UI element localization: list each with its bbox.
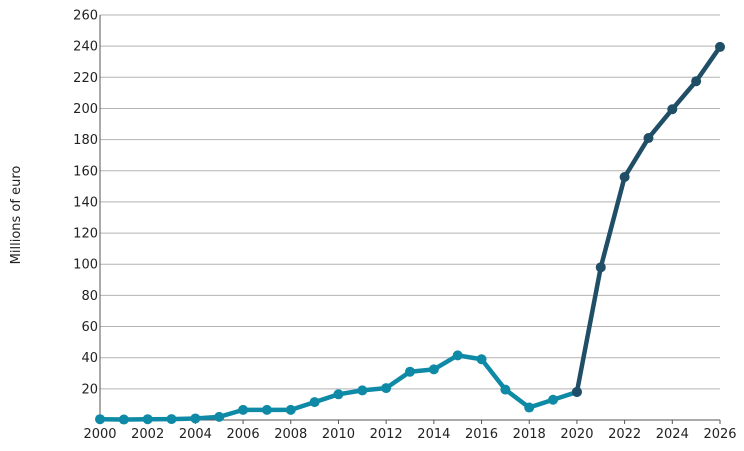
y-tick-label-260: 260 bbox=[73, 9, 98, 24]
data-point-actual-2001 bbox=[118, 414, 129, 425]
y-tick-label-180: 180 bbox=[73, 133, 98, 148]
data-point-forecast-2023 bbox=[643, 133, 654, 144]
data-point-actual-2014 bbox=[428, 364, 439, 375]
x-tick-label-2010: 2010 bbox=[322, 427, 355, 442]
y-tick-label-80: 80 bbox=[81, 289, 98, 304]
data-point-actual-2009 bbox=[309, 397, 320, 408]
axes bbox=[99, 15, 721, 424]
x-tick-label-2008: 2008 bbox=[274, 427, 307, 442]
x-tick-label-2006: 2006 bbox=[227, 427, 260, 442]
data-point-forecast-2021 bbox=[595, 262, 606, 273]
x-tick-label-2014: 2014 bbox=[417, 427, 450, 442]
data-point-actual-2012 bbox=[381, 383, 392, 394]
data-point-actual-2016 bbox=[476, 354, 487, 365]
y-tick-label-20: 20 bbox=[81, 382, 98, 397]
y-axis-title: Millions of euro bbox=[9, 166, 24, 265]
data-point-actual-2019 bbox=[548, 394, 559, 405]
data-point-actual-2006 bbox=[238, 404, 249, 415]
data-point-actual-2000 bbox=[95, 414, 105, 425]
data-point-actual-2002 bbox=[142, 414, 153, 425]
x-tick-label-2018: 2018 bbox=[513, 427, 546, 442]
y-tick-label-200: 200 bbox=[73, 102, 98, 117]
data-point-actual-2018 bbox=[524, 402, 535, 413]
data-points bbox=[95, 41, 725, 425]
data-point-actual-2004 bbox=[190, 413, 201, 424]
data-point-forecast-2022 bbox=[619, 172, 630, 182]
x-tick-label-2012: 2012 bbox=[370, 427, 403, 442]
gridlines bbox=[100, 14, 720, 390]
data-point-forecast-2026 bbox=[715, 41, 725, 52]
data-point-actual-2017 bbox=[500, 384, 511, 395]
x-tick-label-2020: 2020 bbox=[560, 427, 593, 442]
y-tick-label-100: 100 bbox=[73, 258, 98, 273]
series-line-forecast bbox=[574, 44, 723, 395]
data-point-forecast-2024 bbox=[667, 104, 678, 115]
data-point-actual-2015 bbox=[452, 350, 463, 361]
x-tick-label-2026: 2026 bbox=[703, 427, 736, 442]
data-point-forecast-2020 bbox=[571, 386, 582, 397]
data-point-forecast-2025 bbox=[691, 76, 702, 87]
x-tick-label-2022: 2022 bbox=[608, 427, 641, 442]
x-tick-label-2024: 2024 bbox=[656, 427, 689, 442]
tick-labels: 20 40 60 80 100 120 140 160 180 200 220 240 260 2000 2… bbox=[73, 9, 736, 443]
data-point-actual-2007 bbox=[261, 404, 272, 415]
y-tick-label-140: 140 bbox=[73, 195, 98, 210]
y-tick-label-240: 240 bbox=[73, 40, 98, 55]
x-tick-label-2004: 2004 bbox=[179, 427, 212, 442]
data-point-actual-2003 bbox=[166, 414, 177, 425]
x-tick-label-2016: 2016 bbox=[465, 427, 498, 442]
y-tick-label-60: 60 bbox=[81, 320, 98, 335]
data-point-actual-2011 bbox=[357, 385, 368, 396]
x-tick-label-2000: 2000 bbox=[83, 427, 116, 442]
x-tick-label-2002: 2002 bbox=[131, 427, 164, 442]
y-tick-label-40: 40 bbox=[81, 351, 98, 366]
data-point-actual-2013 bbox=[405, 366, 415, 377]
data-point-actual-2010 bbox=[333, 389, 344, 400]
data-point-actual-2008 bbox=[285, 404, 296, 415]
y-tick-label-160: 160 bbox=[73, 164, 98, 179]
y-tick-label-220: 220 bbox=[73, 71, 98, 86]
y-tick-label-120: 120 bbox=[73, 227, 98, 242]
data-point-actual-2005 bbox=[214, 411, 225, 422]
